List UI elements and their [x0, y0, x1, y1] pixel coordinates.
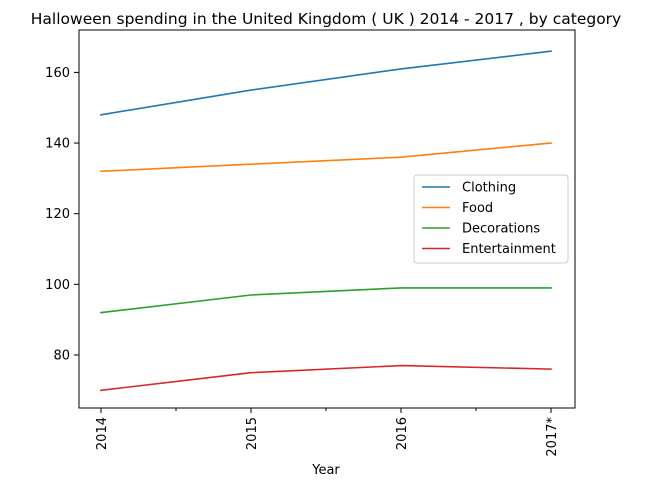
- y-tick-label: 120: [45, 207, 70, 222]
- legend-label: Decorations: [462, 222, 540, 237]
- series-line-entertainment: [100, 364, 552, 392]
- legend-box: [413, 174, 569, 264]
- legend-label: Entertainment: [462, 242, 556, 257]
- x-tick-label: 2014: [95, 417, 110, 450]
- y-tick-label: 100: [45, 278, 70, 293]
- legend-label: Food: [462, 201, 493, 216]
- legend: Clothing Food Decorations Entertainment: [413, 174, 569, 264]
- legend-label: Clothing: [462, 181, 516, 196]
- y-tick-label: 160: [45, 66, 70, 81]
- chart-title: Halloween spending in the United Kingdom…: [31, 10, 621, 28]
- y-tick-label: 80: [53, 349, 70, 364]
- x-tick-label: 2017*: [545, 417, 560, 457]
- series-line-decorations: [100, 287, 552, 314]
- y-tick-label: 140: [45, 137, 70, 152]
- x-tick-label: 2016: [395, 417, 410, 450]
- series-lines: [100, 50, 552, 392]
- series-line-clothing: [100, 50, 552, 116]
- series-line-food: [100, 142, 552, 173]
- x-axis: 2014 2015 2016 2017*: [95, 408, 560, 457]
- y-axis: 80 100 120 140 160: [45, 66, 79, 364]
- x-tick-label: 2015: [245, 417, 260, 450]
- x-axis-label: Year: [311, 463, 340, 478]
